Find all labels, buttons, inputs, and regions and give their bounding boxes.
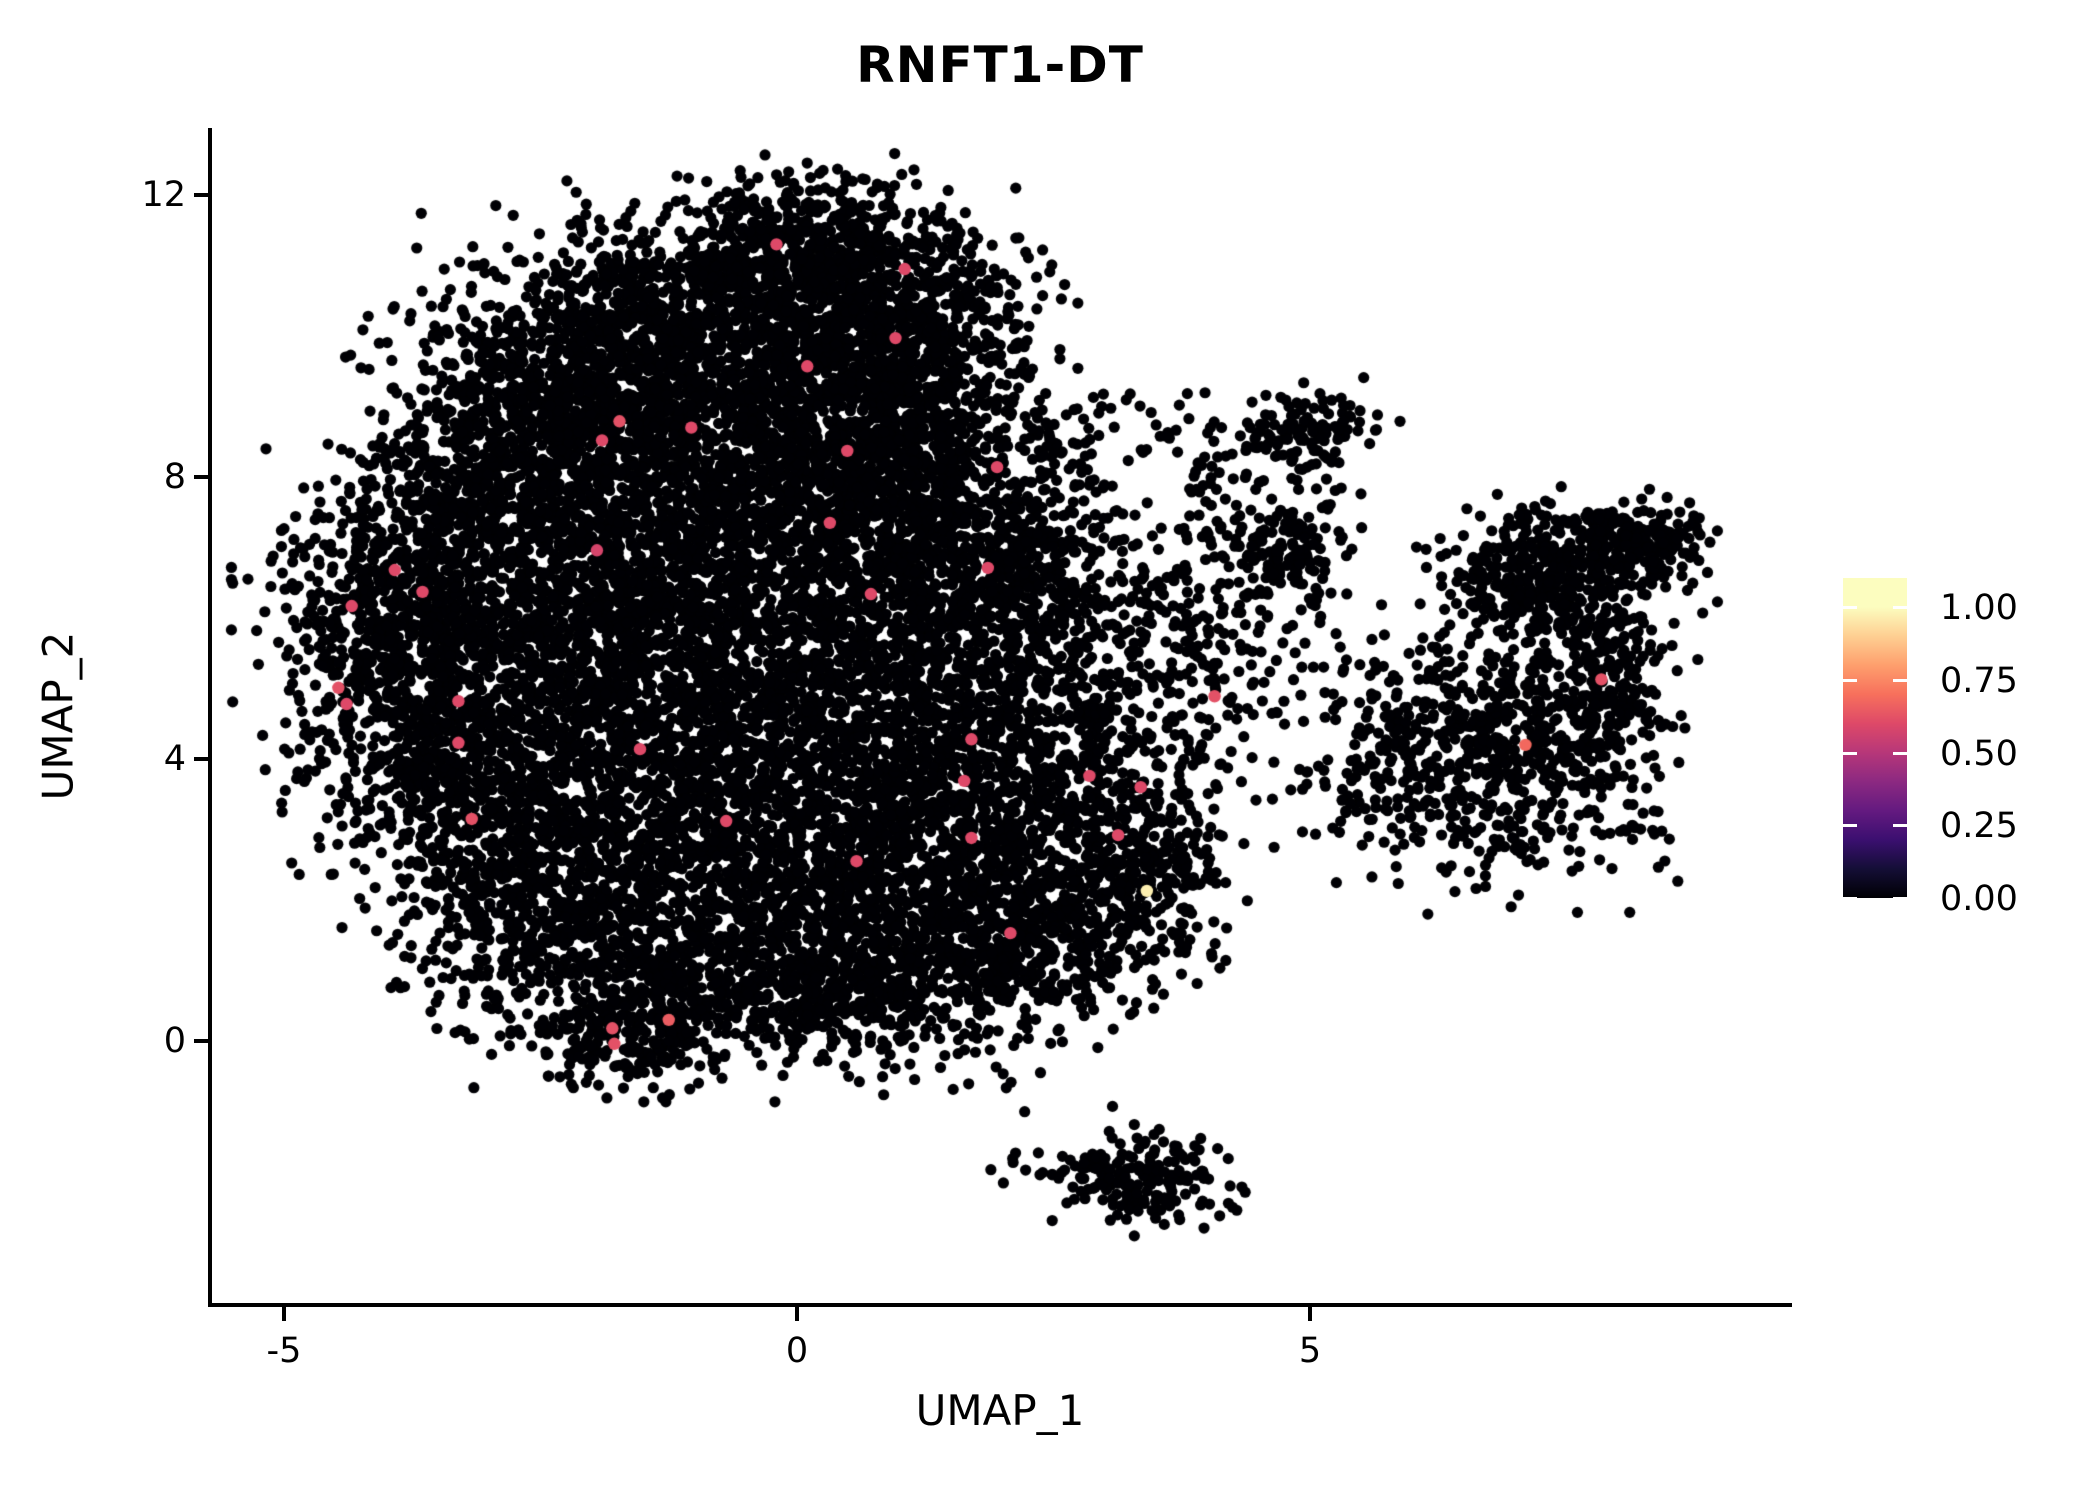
colorbar-tick-mark <box>1843 751 1857 755</box>
x-tick-label: 5 <box>1298 1331 1322 1371</box>
y-axis-spine <box>208 128 212 1307</box>
y-tick-label: 8 <box>163 457 186 497</box>
y-tick-mark <box>194 193 208 197</box>
colorbar-tick-mark <box>1893 678 1907 682</box>
colorbar-tick-mark <box>1893 897 1907 900</box>
colorbar-tick-label: 0.50 <box>1940 733 2018 774</box>
y-tick-mark <box>194 1039 208 1043</box>
colorbar-tick-label: 1.00 <box>1940 588 2018 629</box>
y-tick-label: 12 <box>141 175 186 215</box>
colorbar-gradient <box>1843 578 1907 898</box>
x-tick-label: 0 <box>785 1331 809 1371</box>
x-tick-mark <box>795 1307 799 1321</box>
plot-title: RNFT1-DT <box>856 36 1144 94</box>
colorbar-tick-label: 0.25 <box>1940 806 2018 847</box>
x-tick-label: -5 <box>266 1331 302 1371</box>
x-axis-spine <box>208 1303 1792 1307</box>
colorbar-tick-mark <box>1843 897 1857 900</box>
colorbar-tick-mark <box>1893 606 1907 610</box>
colorbar-tick-label: 0.00 <box>1940 879 2018 919</box>
y-tick-label: 0 <box>163 1021 186 1061</box>
colorbar-tick-mark <box>1843 606 1857 610</box>
x-tick-mark <box>282 1307 286 1321</box>
y-tick-mark <box>194 475 208 479</box>
colorbar-tick-mark <box>1893 824 1907 828</box>
x-axis-title: UMAP_1 <box>915 1386 1085 1435</box>
y-axis-title: UMAP_2 <box>33 631 83 801</box>
colorbar-tick-mark <box>1843 824 1857 828</box>
colorbar-tick-mark <box>1843 678 1857 682</box>
colorbar-tick-mark <box>1893 751 1907 755</box>
y-tick-label: 4 <box>163 739 186 779</box>
y-tick-mark <box>194 757 208 761</box>
colorbar-tick-label: 0.75 <box>1940 660 2018 701</box>
x-tick-mark <box>1308 1307 1312 1321</box>
